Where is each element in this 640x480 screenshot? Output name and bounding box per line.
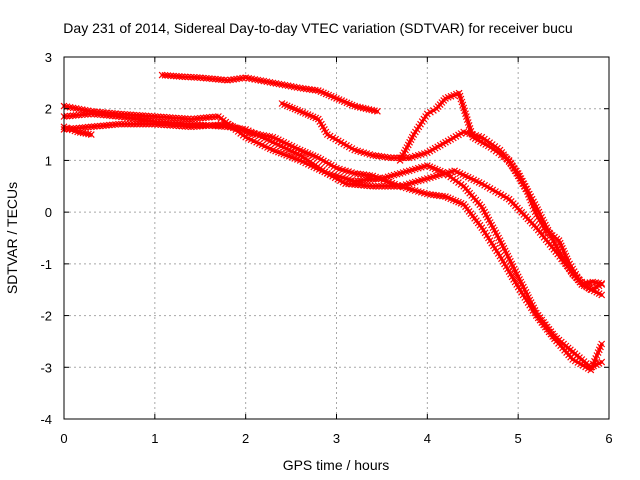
y-tick-label: -2: [40, 309, 52, 324]
y-axis-label: SDTVAR / TECUs: [4, 182, 20, 294]
plot-frame: [63, 56, 610, 420]
x-tick-label: 1: [151, 431, 158, 446]
series-series-6: [396, 89, 606, 288]
y-tick-label: -4: [40, 412, 52, 427]
series-line: [62, 112, 604, 297]
x-tick-label: 3: [333, 431, 340, 446]
x-tick-label: 2: [242, 431, 249, 446]
series-markers: [396, 89, 606, 288]
series-line: [62, 104, 604, 369]
series-series-3: [60, 120, 606, 374]
grid-lines: [64, 57, 609, 419]
axis-ticks: 0 1 2 3 4 5 6 -4 -3 -2 -1 0 1 2 3: [40, 50, 612, 446]
series-series-5: [278, 100, 606, 294]
series-series-1: [60, 102, 606, 371]
series-line: [62, 122, 604, 372]
series-markers: [158, 71, 381, 115]
series-layer: [60, 71, 606, 374]
series-series-4: [158, 71, 381, 115]
y-tick-label: 2: [45, 102, 52, 117]
x-tick-label: 4: [424, 431, 431, 446]
series-markers: [60, 102, 606, 371]
chart-title: Day 231 of 2014, Sidereal Day-to-day VTE…: [63, 20, 572, 36]
y-tick-label: -3: [40, 360, 52, 375]
y-tick-label: 3: [45, 50, 52, 65]
y-tick-label: 1: [45, 153, 52, 168]
x-tick-label: 6: [605, 431, 612, 446]
x-axis-label: GPS time / hours: [283, 457, 390, 473]
x-tick-label: 0: [60, 431, 67, 446]
y-tick-label: 0: [45, 205, 52, 220]
x-tick-label: 5: [515, 431, 522, 446]
series-markers: [60, 120, 606, 374]
y-tick-label: -1: [40, 257, 52, 272]
